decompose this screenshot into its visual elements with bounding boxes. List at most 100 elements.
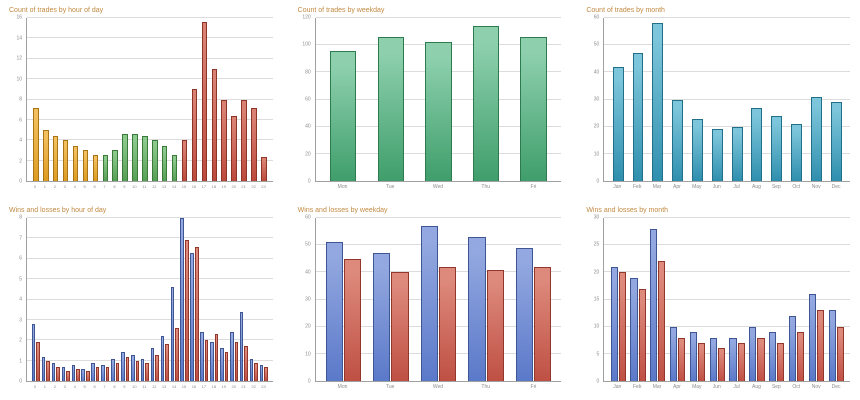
bar [142,136,148,181]
ytick-label: 2 [19,337,22,344]
bar [249,358,254,381]
gridline [315,17,562,18]
xtick-label: May [692,384,702,390]
bar [91,362,95,381]
xtick-label: 21 [241,384,246,389]
ytick-label: 4 [19,296,22,303]
chart-wins-losses-by-weekday: Wins and losses by weekday 0 10 20 30 40 50 60… [295,206,562,392]
ytick-label: 16 [16,14,22,21]
chart-trades-by-hour: Count of trades by hour of day 0 2 4 6 8 10 12… [6,6,273,192]
bar-group [41,218,51,381]
ytick-label: 60 [305,96,311,103]
bar-group [180,218,190,381]
xtick-label: Feb [632,184,642,190]
xtick-label: 6 [93,384,96,389]
bar-group [727,218,747,381]
bar [678,337,686,381]
ytick-label: 0 [307,378,311,385]
gridline [315,352,562,354]
bar [211,68,217,181]
xtick-label: 20 [231,184,236,189]
xtick-label: 19 [221,384,226,389]
bar-group [61,218,71,381]
ytick-label: 10 [305,351,311,358]
bar [43,130,49,181]
xtick-label: 9 [123,184,126,189]
bar-group [41,18,51,181]
ytick-label: 0 [19,378,22,385]
gridline [604,325,850,327]
bar-group [199,218,209,381]
xtick-label: 10 [132,184,137,189]
bar-group [767,218,787,381]
ytick-label: 20 [593,123,600,130]
bar-group [707,18,727,181]
xtick-label: 1 [43,184,47,189]
bar [224,352,229,381]
ytick-label: 60 [305,214,311,221]
xtick-label: 18 [211,184,217,189]
ytick-label: 20 [593,269,600,276]
bar [689,332,697,381]
bar [241,99,247,181]
bar-group [140,18,150,181]
ytick-label: 0 [19,178,22,185]
bar-group [415,218,463,381]
chart-title: Wins and losses by hour of day [9,207,107,214]
bar [221,99,227,181]
bar [31,323,36,381]
bar-group [707,218,727,381]
gridline [27,118,273,120]
bar [51,362,56,381]
bar-group [110,218,120,381]
ytick-label: 12 [16,55,22,62]
bar [769,332,777,381]
bar-group [688,218,708,381]
xtick-label: 20 [231,384,236,389]
bar-group [747,218,767,381]
gridline [604,125,850,127]
bar [234,342,239,381]
bar [330,50,357,181]
x-axis-labels: Jan Feb Mar Apr May Jun Jul Aug Sep Oct Nov Dec [603,382,850,392]
xtick-label: 8 [113,384,116,389]
bar [194,246,199,381]
chart-main: 0 1 2 3 4 5 6 7 8 9 10 11 12 13 14 15 16 17 18 19 20 21 22 23 [26,217,273,392]
bar [71,364,76,381]
bar-group [239,218,249,381]
bar-group [229,18,239,181]
plot-area [26,217,273,382]
xtick-label: Feb [632,384,642,390]
gridline [27,298,273,300]
bar [377,37,405,181]
xtick-label: 5 [83,384,86,389]
bar-group [747,18,767,181]
ytick-label: 30 [305,296,311,303]
bar [251,107,257,181]
bar [438,266,457,381]
xtick-label: 13 [161,384,167,389]
xtick-label: 11 [142,184,147,189]
bar-group [150,18,160,181]
bar-group [209,18,219,181]
bar [41,356,46,381]
bar-group [71,18,81,181]
y-axis-labels: 0 10 20 30 40 50 60 [295,214,315,385]
gridline [27,278,273,280]
ytick-label: 50 [305,241,311,248]
x-axis-labels: Mon Tue Wed Thu Fri [315,382,562,392]
bar [46,360,50,381]
bar-group [367,218,415,381]
ytick-label: 20 [305,323,311,330]
bar [711,129,723,181]
xtick-label: 12 [151,384,157,389]
gridline [27,339,273,341]
x-axis-labels: 0 1 2 3 4 5 6 7 8 9 10 11 12 13 14 15 16 17 18 19 20 21 22 23 [26,382,273,392]
ytick-label: 4 [19,137,22,144]
gridline [27,37,273,39]
bar [788,315,797,381]
gridline [27,98,273,100]
bar [791,123,802,181]
bar [697,342,706,381]
